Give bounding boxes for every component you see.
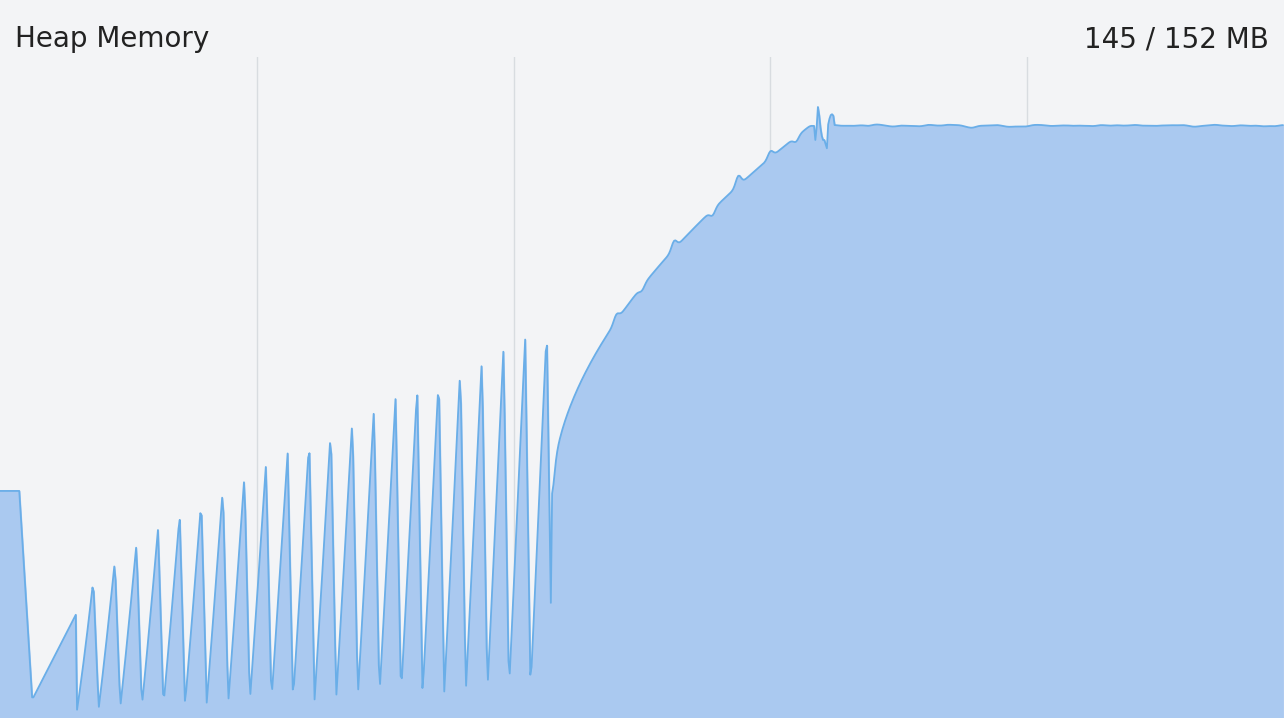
Text: Heap Memory: Heap Memory xyxy=(15,25,209,53)
Text: 145 / 152 MB: 145 / 152 MB xyxy=(1084,25,1269,53)
